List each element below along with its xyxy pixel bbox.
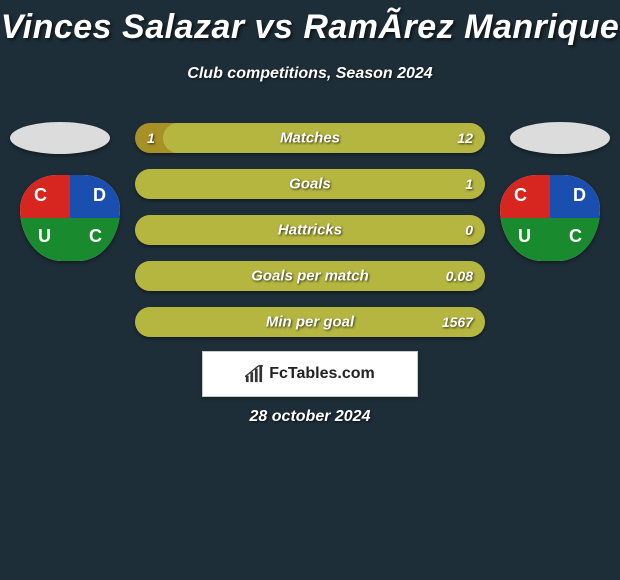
stat-bar: Goals 1 bbox=[135, 169, 485, 199]
bar-label: Hattricks bbox=[278, 222, 342, 239]
club-badge-left: C D U C bbox=[20, 175, 120, 261]
bar-value-right: 0 bbox=[465, 222, 473, 238]
shield-icon: C D U C bbox=[500, 175, 600, 261]
stat-bar: Matches 1 12 bbox=[135, 123, 485, 153]
bar-value-right: 1567 bbox=[442, 314, 473, 330]
shield-icon: C D U C bbox=[20, 175, 120, 261]
bar-label: Goals bbox=[289, 176, 331, 193]
bar-label: Min per goal bbox=[266, 314, 354, 331]
player-avatar-right bbox=[510, 122, 610, 154]
bar-value-right: 12 bbox=[457, 130, 473, 146]
brand-name: FcTables.com bbox=[269, 365, 375, 383]
page-title: Vinces Salazar vs RamÃ­rez Manrique bbox=[0, 0, 620, 47]
bar-value-right: 0.08 bbox=[446, 268, 473, 284]
page-subtitle: Club competitions, Season 2024 bbox=[0, 65, 620, 83]
bar-value-left: 1 bbox=[147, 130, 155, 146]
brand-box[interactable]: FcTables.com bbox=[202, 351, 418, 397]
bar-chart-icon bbox=[245, 365, 263, 383]
stat-bar: Hattricks 0 bbox=[135, 215, 485, 245]
stats-bars: Matches 1 12 Goals 1 Hattricks 0 Goals per matc… bbox=[135, 123, 485, 353]
club-badge-right: C D U C bbox=[500, 175, 600, 261]
date-text: 28 october 2024 bbox=[250, 408, 371, 426]
bar-label: Goals per match bbox=[251, 268, 369, 285]
player-avatar-left bbox=[10, 122, 110, 154]
stat-bar: Min per goal 1567 bbox=[135, 307, 485, 337]
bar-value-right: 1 bbox=[465, 176, 473, 192]
bar-label: Matches bbox=[280, 130, 340, 147]
stat-bar: Goals per match 0.08 bbox=[135, 261, 485, 291]
